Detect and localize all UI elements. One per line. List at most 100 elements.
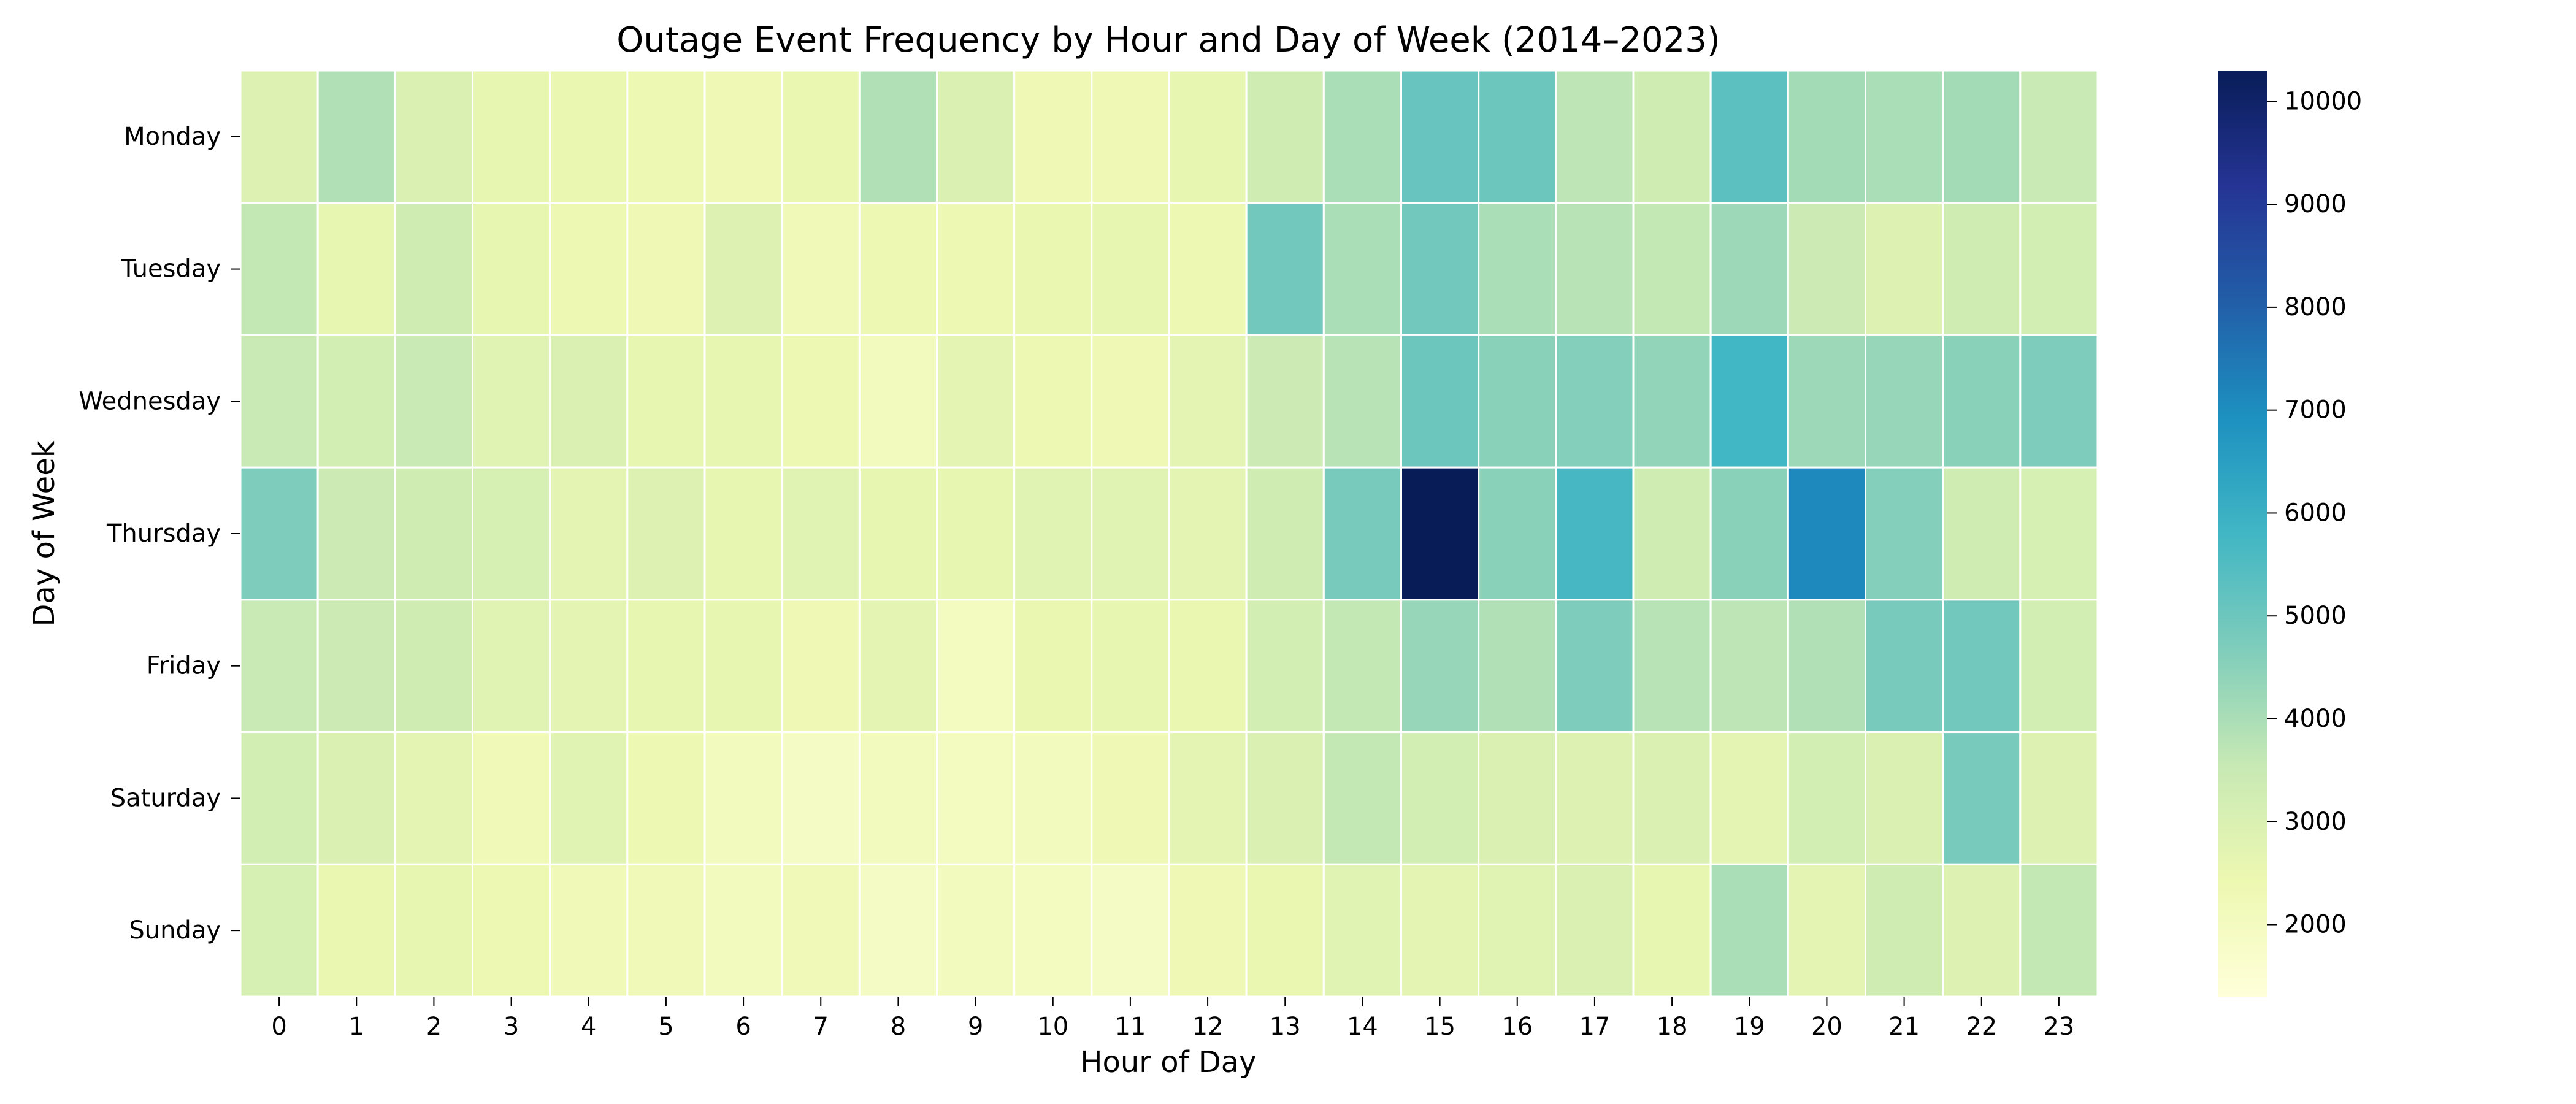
heatmap-cell [472, 863, 551, 998]
heatmap-cell [1709, 69, 1789, 204]
heatmap-cell [239, 334, 319, 469]
heatmap-cell [1478, 599, 1557, 734]
y-tick-label: Monday [124, 123, 221, 151]
heatmap-cell [1478, 202, 1557, 336]
heatmap-cell [1478, 334, 1557, 469]
colorbar [2218, 71, 2267, 997]
x-tick-label: 15 [1424, 1013, 1455, 1041]
heatmap-cell [2019, 466, 2099, 601]
x-tick-label: 5 [658, 1013, 673, 1041]
heatmap-cell [1168, 334, 1248, 469]
heatmap-cell [1555, 334, 1635, 469]
colorbar-tick-label: 3000 [2284, 808, 2347, 836]
x-tick-label: 21 [1888, 1013, 1920, 1041]
heatmap-cell [781, 334, 861, 469]
heatmap-cell [1555, 69, 1635, 204]
x-tick-label: 23 [2043, 1013, 2074, 1041]
heatmap-cell [549, 69, 629, 204]
heatmap-cell [2019, 731, 2099, 865]
x-tick-label: 11 [1114, 1013, 1146, 1041]
heatmap-cell [394, 334, 473, 469]
heatmap-cell [1013, 69, 1093, 204]
heatmap-cell [549, 599, 629, 734]
heatmap-cell [1787, 69, 1866, 204]
heatmap-cell [936, 334, 1016, 469]
heatmap-cell [858, 599, 938, 734]
x-tick-label: 3 [504, 1013, 519, 1041]
heatmap-cell [1865, 69, 1944, 204]
heatmap-cell [239, 863, 319, 998]
heatmap-cell [1322, 334, 1402, 469]
x-tick-label: 12 [1192, 1013, 1224, 1041]
heatmap-cell [1709, 466, 1789, 601]
heatmap-cell [626, 69, 706, 204]
heatmap-cell [1091, 69, 1170, 204]
heatmap-cell [1865, 202, 1944, 336]
heatmap-cell [1555, 731, 1635, 865]
heatmap-cell [781, 863, 861, 998]
heatmap-cell [1787, 863, 1866, 998]
heatmap-cell [1709, 863, 1789, 998]
heatmap-cell [316, 466, 396, 601]
heatmap-cell [858, 731, 938, 865]
heatmap-cell [703, 599, 783, 734]
chart-title: Outage Event Frequency by Hour and Day o… [616, 20, 1720, 60]
heatmap-cell [1013, 863, 1093, 998]
heatmap-cell [1245, 863, 1325, 998]
heatmap-cell [1865, 466, 1944, 601]
heatmap-cell [1787, 731, 1866, 865]
heatmap-cell [1168, 863, 1248, 998]
heatmap-cell [1245, 599, 1325, 734]
y-tick-label: Wednesday [79, 387, 221, 415]
heatmap-cell [239, 731, 319, 865]
heatmap-cell [1942, 334, 2022, 469]
x-tick-label: 17 [1579, 1013, 1610, 1041]
x-tick-label: 0 [271, 1013, 286, 1041]
heatmap-cell [1709, 334, 1789, 469]
heatmap-cell [936, 599, 1016, 734]
heatmap-cell [781, 731, 861, 865]
heatmap-cell [936, 69, 1016, 204]
heatmap-cell [626, 334, 706, 469]
heatmap-cell [1091, 202, 1170, 336]
heatmap-cell [1245, 466, 1325, 601]
colorbar-tick-label: 5000 [2284, 602, 2347, 630]
heatmap-cell [2019, 202, 2099, 336]
heatmap-cell [394, 863, 473, 998]
heatmap-cell [1865, 731, 1944, 865]
x-tick-label: 18 [1657, 1013, 1688, 1041]
heatmap-cell [1091, 334, 1170, 469]
heatmap-cell [316, 334, 396, 469]
heatmap-cell [239, 202, 319, 336]
x-tick-label: 2 [426, 1013, 442, 1041]
heatmap-cell [1322, 466, 1402, 601]
heatmap-cell [1400, 466, 1480, 601]
heatmap-cell [936, 466, 1016, 601]
heatmap-cell [472, 69, 551, 204]
heatmap-cell [1865, 599, 1944, 734]
heatmap-cell [781, 466, 861, 601]
heatmap-cell [1013, 466, 1093, 601]
heatmap-cell [1168, 731, 1248, 865]
heatmap-cell [936, 863, 1016, 998]
heatmap-cell [1013, 731, 1093, 865]
heatmap-cell [703, 466, 783, 601]
heatmap-cell [626, 466, 706, 601]
heatmap-cell [1632, 69, 1712, 204]
colorbar-tick-label: 6000 [2284, 499, 2347, 527]
heatmap-cell [2019, 599, 2099, 734]
heatmap-cell [1478, 731, 1557, 865]
heatmap-cell [549, 334, 629, 469]
heatmap-cell [1632, 466, 1712, 601]
heatmap-cell [781, 599, 861, 734]
heatmap-cell [1478, 69, 1557, 204]
heatmap-cell [472, 599, 551, 734]
x-tick-label: 1 [349, 1013, 364, 1041]
y-tick-label: Saturday [110, 784, 221, 812]
heatmap-cell [1787, 466, 1866, 601]
colorbar-tick-label: 8000 [2284, 293, 2347, 321]
colorbar-ticks: 2000 3000 4000 5000 6000 7000 8000 9000 10000 [2267, 87, 2362, 939]
heatmap-cell [1942, 731, 2022, 865]
heatmap-cell [1787, 599, 1866, 734]
